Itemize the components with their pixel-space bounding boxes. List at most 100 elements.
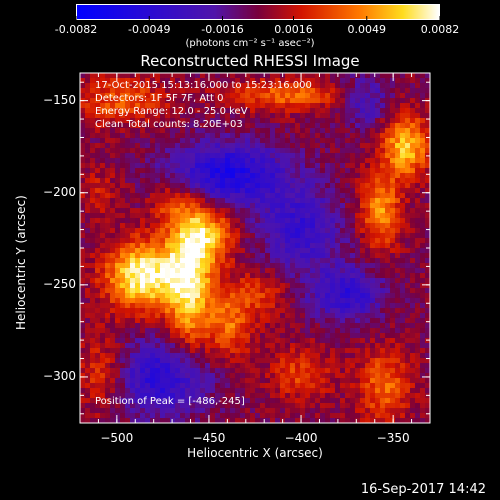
heatmap-cell [95, 93, 100, 98]
heatmap-cell [210, 128, 215, 133]
heatmap-cell [185, 393, 190, 398]
heatmap-cell [105, 288, 110, 293]
heatmap-cell [350, 403, 355, 408]
heatmap-cell [185, 188, 190, 193]
heatmap-cell [180, 203, 185, 208]
heatmap-cell [160, 178, 165, 183]
heatmap-cell [215, 123, 220, 128]
heatmap-cell [140, 128, 145, 133]
heatmap-cell [245, 198, 250, 203]
heatmap-cell [240, 263, 245, 268]
heatmap-cell [275, 203, 280, 208]
heatmap-cell [285, 218, 290, 223]
colorbar-ticks [75, 16, 441, 20]
heatmap-cell [335, 378, 340, 383]
heatmap-cell [80, 363, 85, 368]
heatmap-cell [365, 298, 370, 303]
heatmap-cell [390, 318, 395, 323]
heatmap-cell [90, 168, 95, 173]
heatmap-cell [185, 378, 190, 383]
heatmap-cell [320, 408, 325, 413]
heatmap-cell [285, 368, 290, 373]
heatmap-cell [145, 258, 150, 263]
heatmap-cell [205, 323, 210, 328]
heatmap-cell [400, 278, 405, 283]
heatmap-cell [155, 243, 160, 248]
heatmap-cell [170, 183, 175, 188]
heatmap-cell [250, 258, 255, 263]
heatmap-cell [120, 313, 125, 318]
heatmap-cell [315, 388, 320, 393]
heatmap-cell [170, 148, 175, 153]
heatmap-cell [280, 143, 285, 148]
heatmap-cell [100, 373, 105, 378]
heatmap-cell [180, 283, 185, 288]
heatmap-cell [380, 308, 385, 313]
heatmap-cell [235, 278, 240, 283]
heatmap-cell [135, 313, 140, 318]
heatmap-cell [250, 323, 255, 328]
heatmap-cell [295, 238, 300, 243]
heatmap-cell [135, 333, 140, 338]
heatmap-cell [285, 403, 290, 408]
heatmap-cell [415, 343, 420, 348]
heatmap-cell [180, 353, 185, 358]
heatmap-cell [370, 123, 375, 128]
heatmap-cell [110, 383, 115, 388]
heatmap-cell [160, 213, 165, 218]
heatmap-cell [180, 263, 185, 268]
heatmap-cell [375, 263, 380, 268]
heatmap-cell [140, 398, 145, 403]
heatmap-cell [315, 128, 320, 133]
heatmap-cell [290, 418, 295, 423]
heatmap-cell [325, 358, 330, 363]
heatmap-cell [300, 338, 305, 343]
heatmap-cell [140, 418, 145, 423]
heatmap-cell [300, 343, 305, 348]
heatmap-cell [190, 278, 195, 283]
heatmap-cell [370, 103, 375, 108]
heatmap-cell [265, 353, 270, 358]
heatmap-cell [80, 333, 85, 338]
heatmap-cell [405, 133, 410, 138]
heatmap-cell [310, 93, 315, 98]
heatmap-cell [90, 368, 95, 373]
heatmap-cell [215, 303, 220, 308]
heatmap-cell [305, 418, 310, 423]
heatmap-cell [400, 418, 405, 423]
heatmap-cell [325, 93, 330, 98]
heatmap-cell [280, 333, 285, 338]
heatmap-cell [390, 93, 395, 98]
heatmap-cell [135, 218, 140, 223]
heatmap-cell [225, 333, 230, 338]
heatmap-cell [400, 193, 405, 198]
heatmap-cell [280, 413, 285, 418]
heatmap-cell [365, 333, 370, 338]
heatmap-cell [150, 293, 155, 298]
heatmap-cell [190, 168, 195, 173]
heatmap-cell [375, 348, 380, 353]
heatmap-cell [250, 283, 255, 288]
heatmap-cell [135, 233, 140, 238]
heatmap-cell [225, 343, 230, 348]
heatmap-cell [230, 278, 235, 283]
heatmap-cell [335, 403, 340, 408]
heatmap-cell [385, 168, 390, 173]
heatmap-cell [385, 148, 390, 153]
heatmap-cell [115, 353, 120, 358]
heatmap-cell [185, 318, 190, 323]
heatmap-cell [95, 313, 100, 318]
heatmap-cell [315, 263, 320, 268]
heatmap-cell [370, 328, 375, 333]
heatmap-cell [250, 238, 255, 243]
heatmap-cell [110, 218, 115, 223]
heatmap-cell [245, 318, 250, 323]
heatmap-cell [400, 338, 405, 343]
heatmap-cell [200, 338, 205, 343]
heatmap-cell [345, 403, 350, 408]
heatmap-cell [205, 213, 210, 218]
heatmap-cell [240, 128, 245, 133]
heatmap-cell [265, 393, 270, 398]
heatmap-cell [270, 153, 275, 158]
heatmap-cell [100, 118, 105, 123]
